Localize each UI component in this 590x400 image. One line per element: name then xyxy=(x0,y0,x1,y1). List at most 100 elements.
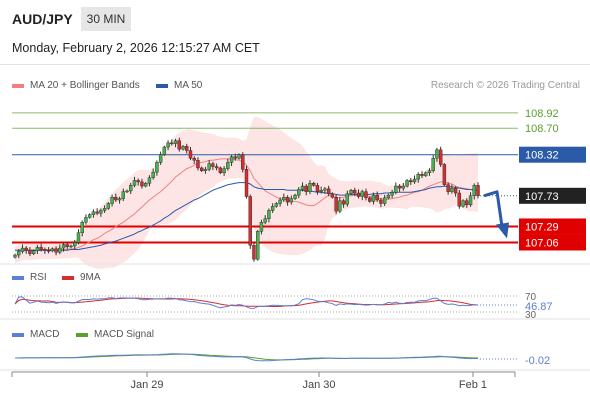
candle-body xyxy=(185,146,189,151)
macd-line xyxy=(14,353,479,362)
candle-body xyxy=(188,150,193,159)
candle-body xyxy=(297,189,301,196)
candle-body xyxy=(121,191,125,199)
candle-body xyxy=(431,157,435,171)
candle-body xyxy=(409,180,413,183)
bollinger-band xyxy=(15,116,478,269)
candle-body xyxy=(252,245,256,260)
candle-body xyxy=(73,242,77,247)
rsi-tick-70: 70 xyxy=(525,292,537,303)
candle-body xyxy=(360,191,364,197)
candle-body xyxy=(35,247,40,252)
candle-body xyxy=(472,185,476,197)
candle-body xyxy=(330,193,335,198)
candle-body xyxy=(465,200,469,206)
credit-text: Research © 2026 Trading Central xyxy=(430,80,580,91)
chart-header: AUD/JPY 30 MIN xyxy=(0,0,590,36)
candle-body xyxy=(13,254,17,258)
ma20-swatch xyxy=(12,83,24,88)
macd-last-label: -0.02 xyxy=(525,355,550,367)
macd-label: MACD xyxy=(30,329,60,340)
candle-body xyxy=(353,190,357,194)
candle-body xyxy=(349,190,353,194)
candle-body xyxy=(438,149,443,165)
candle-body xyxy=(289,198,294,203)
rsi-swatch xyxy=(12,275,24,280)
candle-body xyxy=(326,188,331,194)
candle-body xyxy=(300,185,305,190)
legend-macd: MACD xyxy=(12,329,59,340)
candle-body xyxy=(24,247,28,251)
candle-body xyxy=(412,178,417,183)
candle-body xyxy=(20,247,25,252)
candle-body xyxy=(394,185,398,193)
candle-body xyxy=(196,160,200,169)
candle-body xyxy=(356,192,361,197)
candle-body xyxy=(405,180,409,187)
candle-body xyxy=(218,167,223,174)
rsi-line xyxy=(14,296,479,309)
rsi-ma-swatch xyxy=(62,275,74,280)
candle-body xyxy=(453,187,458,194)
candle-body xyxy=(256,231,260,260)
candle-body xyxy=(50,248,55,252)
candle-body xyxy=(237,154,241,159)
resistance-label: 108.70 xyxy=(525,123,559,135)
candle-body xyxy=(368,197,372,202)
candle-body xyxy=(267,210,271,220)
timeframe-badge[interactable]: 30 MIN xyxy=(81,7,131,31)
candle-body xyxy=(345,193,350,205)
candle-body xyxy=(80,222,84,233)
symbol-title: AUD/JPY xyxy=(12,11,73,27)
rsi-tick-30: 30 xyxy=(525,310,537,321)
candle-body xyxy=(435,149,439,159)
candle-body xyxy=(319,190,323,192)
candle-body xyxy=(39,247,43,250)
candle-body xyxy=(84,217,88,223)
legend-ma50: MA 50 xyxy=(156,80,202,91)
candle-body xyxy=(442,164,447,185)
candle-body xyxy=(461,200,465,207)
support-label: 107.06 xyxy=(525,237,559,249)
last-price-label: 107.73 xyxy=(525,191,559,203)
candle-body xyxy=(457,192,462,207)
candle-body xyxy=(102,208,107,211)
candle-body xyxy=(203,169,208,171)
candle-body xyxy=(214,166,219,169)
candle-body xyxy=(31,250,36,254)
candle-body xyxy=(263,218,267,223)
candle-body xyxy=(270,206,275,211)
divider xyxy=(0,64,590,65)
candle-body xyxy=(177,140,181,150)
candle-body xyxy=(248,196,252,246)
candle-body xyxy=(334,197,338,212)
ma20-line xyxy=(15,158,479,251)
candle-body xyxy=(420,174,424,176)
candle-body xyxy=(207,163,211,170)
candle-body xyxy=(125,190,129,193)
candle-body xyxy=(91,211,96,215)
legend-ma20: MA 20 + Bollinger Bands xyxy=(12,80,140,91)
candle-body xyxy=(132,180,137,186)
candle-body xyxy=(58,247,62,253)
x-tick-label: Feb 1 xyxy=(459,379,487,391)
candle-body xyxy=(446,184,450,192)
candle-body xyxy=(476,185,480,197)
candle-body xyxy=(379,199,383,204)
resistance-label: 108.92 xyxy=(525,108,559,120)
candle-body xyxy=(151,171,155,178)
candle-body xyxy=(61,244,66,249)
candle-body xyxy=(312,183,316,186)
legend-rsi-ma: 9MA xyxy=(62,272,101,283)
candle-body xyxy=(140,181,144,187)
pivot-label: 108.32 xyxy=(525,150,559,162)
candle-body xyxy=(285,197,290,203)
candle-body xyxy=(241,154,245,170)
candle-body xyxy=(259,222,264,232)
candle-body xyxy=(424,172,428,176)
candle-body xyxy=(162,146,167,155)
candle-body xyxy=(155,162,159,173)
ma20-label: MA 20 + Bollinger Bands xyxy=(30,80,140,91)
candle-body xyxy=(181,146,185,150)
candle-body xyxy=(114,197,118,201)
